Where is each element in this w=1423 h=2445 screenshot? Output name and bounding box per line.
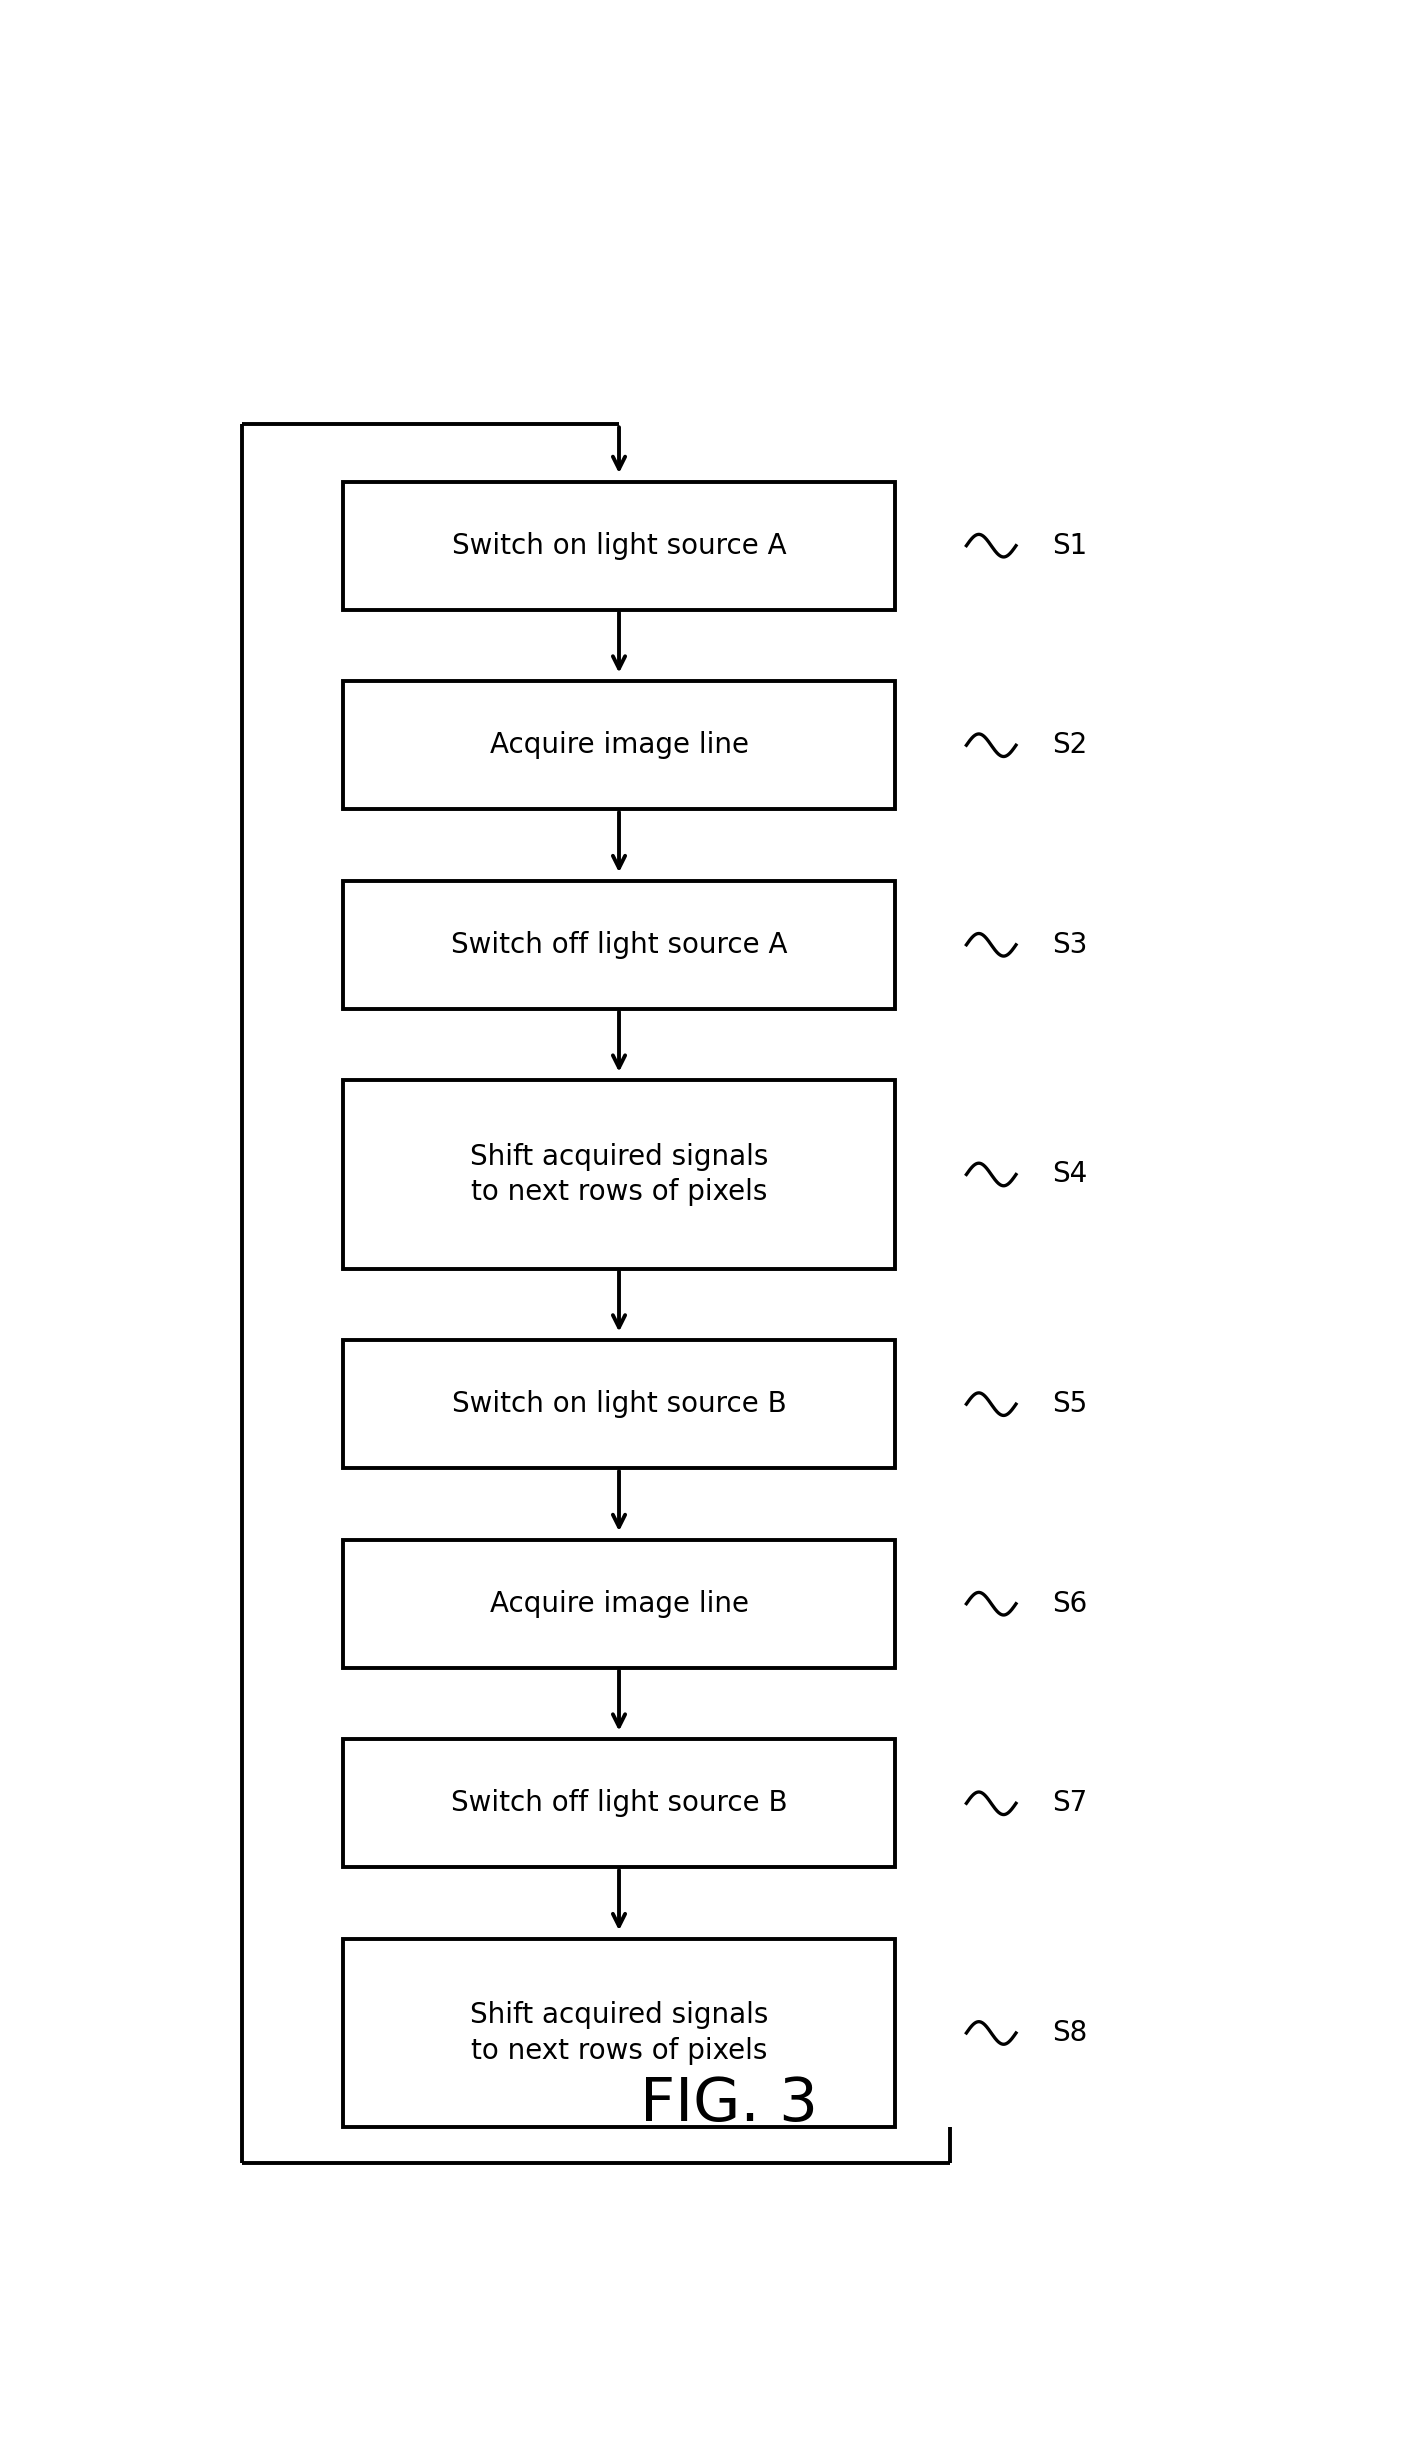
Text: Switch off light source B: Switch off light source B [451,1790,787,1817]
Text: Switch off light source A: Switch off light source A [451,932,787,958]
Text: Acquire image line: Acquire image line [490,1589,748,1619]
Text: S3: S3 [1053,932,1087,958]
Text: S2: S2 [1053,731,1087,760]
Text: S4: S4 [1053,1161,1087,1188]
Bar [343,1340,895,1467]
Text: Shift acquired signals
to next rows of pixels: Shift acquired signals to next rows of p… [470,1142,768,1205]
Text: S5: S5 [1053,1391,1087,1418]
Bar [343,1738,895,1868]
Text: Switch on light source B: Switch on light source B [451,1391,787,1418]
Text: Switch on light source A: Switch on light source A [451,531,787,560]
Bar [343,482,895,609]
Bar [343,682,895,809]
Text: FIG. 3: FIG. 3 [640,2076,818,2134]
Text: S6: S6 [1053,1589,1087,1619]
Bar [343,880,895,1010]
Text: Acquire image line: Acquire image line [490,731,748,760]
Text: S1: S1 [1053,531,1087,560]
Text: S7: S7 [1053,1790,1087,1817]
Bar [343,1540,895,1667]
Bar [343,1081,895,1269]
Text: S8: S8 [1053,2020,1087,2046]
Text: Shift acquired signals
to next rows of pixels: Shift acquired signals to next rows of p… [470,2000,768,2066]
Bar [343,1939,895,2127]
